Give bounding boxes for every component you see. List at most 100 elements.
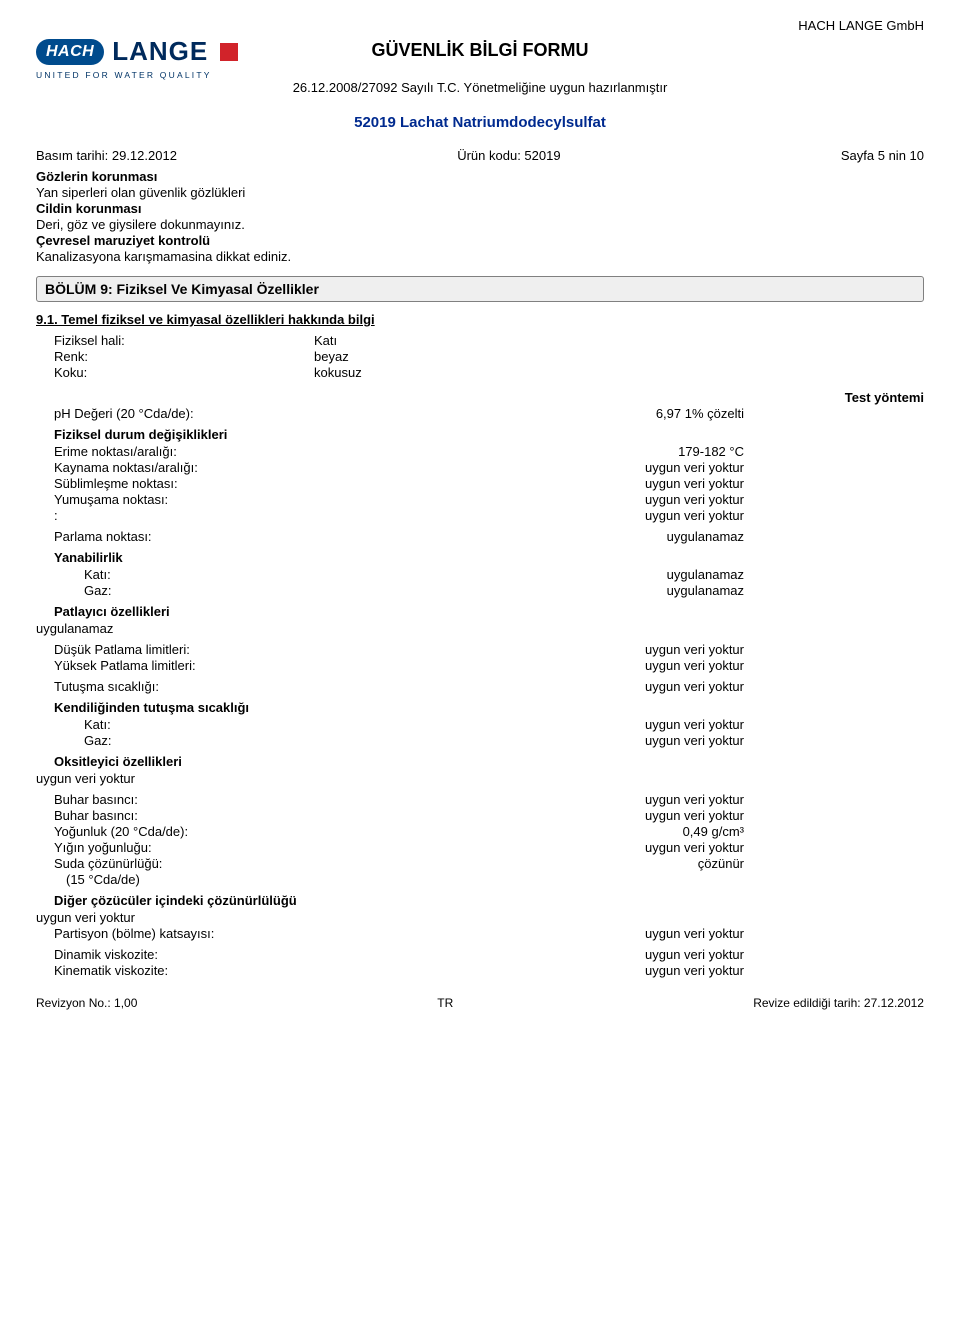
melting-point-row: Erime noktası/aralığı: 179-182 °C bbox=[54, 444, 924, 459]
physical-state-row: Fiziksel hali: Katı bbox=[54, 333, 924, 348]
boiling-value: uygun veri yoktur bbox=[424, 460, 764, 475]
soften-value: uygun veri yoktur bbox=[424, 492, 764, 507]
water-solubility-row: Suda çözünürlüğü: çözünür bbox=[54, 856, 924, 871]
lel-label: Düşük Patlama limitleri: bbox=[54, 642, 424, 657]
softening-row: Yumuşama noktası: uygun veri yoktur bbox=[54, 492, 924, 507]
colon-value: uygun veri yoktur bbox=[424, 508, 764, 523]
ignition-value: uygun veri yoktur bbox=[424, 679, 764, 694]
color-label: Renk: bbox=[54, 349, 314, 364]
bulk-value: uygun veri yoktur bbox=[424, 840, 764, 855]
watersol-value: çözünür bbox=[424, 856, 764, 871]
odor-label: Koku: bbox=[54, 365, 314, 380]
sublimation-row: Süblimleşme noktası: uygun veri yoktur bbox=[54, 476, 924, 491]
sublim-label: Süblimleşme noktası: bbox=[54, 476, 424, 491]
other-solvents-heading: Diğer çözücüler içindeki çözünürlülüğü bbox=[54, 893, 924, 908]
ph-label: pH Değeri (20 °Cda/de): bbox=[54, 406, 424, 421]
test-method-heading: Test yöntemi bbox=[764, 390, 924, 405]
brand-tagline: UNITED FOR WATER QUALITY bbox=[36, 70, 238, 80]
oxidizing-text: uygun veri yoktur bbox=[36, 771, 924, 786]
explosive-props-text: uygulanamaz bbox=[36, 621, 924, 636]
melting-label: Erime noktası/aralığı: bbox=[54, 444, 424, 459]
brand-logo: HACH LANGE UNITED FOR WATER QUALITY bbox=[36, 36, 238, 80]
eye-protection-heading: Gözlerin korunması bbox=[36, 169, 924, 184]
product-code: Ürün kodu: 52019 bbox=[457, 148, 560, 163]
spacer2 bbox=[424, 390, 764, 405]
autoignition-solid-row: Katı: uygun veri yoktur bbox=[54, 717, 924, 732]
vapor1-value: uygun veri yoktur bbox=[424, 792, 764, 807]
dynvisc-label: Dinamik viskozite: bbox=[54, 947, 424, 962]
sublim-value: uygun veri yoktur bbox=[424, 476, 764, 491]
uel-label: Yüksek Patlama limitleri: bbox=[54, 658, 424, 673]
ignition-label: Tutuşma sıcaklığı: bbox=[54, 679, 424, 694]
auto-solid-label: Katı: bbox=[84, 717, 424, 732]
upper-explosion-limit-row: Yüksek Patlama limitleri: uygun veri yok… bbox=[54, 658, 924, 673]
physical-state-changes-heading: Fiziksel durum değişiklikleri bbox=[54, 427, 924, 442]
hach-badge: HACH bbox=[36, 39, 104, 65]
revision-date: Revize edildiği tarih: 27.12.2012 bbox=[753, 996, 924, 1010]
ph-value: 6,97 1% çözelti bbox=[424, 406, 764, 421]
section-9-1-title: 9.1. Temel fiziksel ve kimyasal özellikl… bbox=[36, 312, 924, 327]
vapor2-label: Buhar basıncı: bbox=[54, 808, 424, 823]
partition-value: uygun veri yoktur bbox=[424, 926, 764, 941]
sds-page: HACH LANGE GmbH HACH LANGE UNITED FOR WA… bbox=[0, 0, 960, 1026]
regulation-line: 26.12.2008/27092 Sayılı T.C. Yönetmeliği… bbox=[293, 80, 668, 95]
red-square-icon bbox=[220, 43, 238, 61]
odor-row: Koku: kokusuz bbox=[54, 365, 924, 380]
lower-explosion-limit-row: Düşük Patlama limitleri: uygun veri yokt… bbox=[54, 642, 924, 657]
section-9-bar: BÖLÜM 9: Fiziksel Ve Kimyasal Özellikler bbox=[36, 276, 924, 302]
auto-gas-value: uygun veri yoktur bbox=[424, 733, 764, 748]
melting-value: 179-182 °C bbox=[424, 444, 764, 459]
soften-label: Yumuşama noktası: bbox=[54, 492, 424, 507]
flash-value: uygulanamaz bbox=[424, 529, 764, 544]
density-label: Yoğunluk (20 °Cda/de): bbox=[54, 824, 424, 839]
company-name: HACH LANGE GmbH bbox=[798, 18, 924, 33]
oxidizing-heading: Oksitleyici özellikleri bbox=[54, 754, 924, 769]
physical-state-label: Fiziksel hali: bbox=[54, 333, 314, 348]
autoignition-heading: Kendiliğinden tutuşma sıcaklığı bbox=[54, 700, 924, 715]
density-value: 0,49 g/cm³ bbox=[424, 824, 764, 839]
dynamic-viscosity-row: Dinamik viskozite: uygun veri yoktur bbox=[54, 947, 924, 962]
flam-solid-label: Katı: bbox=[84, 567, 424, 582]
autoignition-gas-row: Gaz: uygun veri yoktur bbox=[54, 733, 924, 748]
vapor-pressure-row-1: Buhar basıncı: uygun veri yoktur bbox=[54, 792, 924, 807]
flammability-solid-row: Katı: uygulanamaz bbox=[54, 567, 924, 582]
flammability-gas-row: Gaz: uygulanamaz bbox=[54, 583, 924, 598]
vapor2-value: uygun veri yoktur bbox=[424, 808, 764, 823]
color-row: Renk: beyaz bbox=[54, 349, 924, 364]
lel-value: uygun veri yoktur bbox=[424, 642, 764, 657]
header: HACH LANGE GmbH HACH LANGE UNITED FOR WA… bbox=[36, 18, 924, 148]
test-method-row: Test yöntemi bbox=[54, 390, 924, 405]
flam-gas-label: Gaz: bbox=[84, 583, 424, 598]
vapor-pressure-row-2: Buhar basıncı: uygun veri yoktur bbox=[54, 808, 924, 823]
eye-protection-text: Yan siperleri olan güvenlik gözlükleri bbox=[36, 185, 924, 200]
kinvisc-value: uygun veri yoktur bbox=[424, 963, 764, 978]
kinvisc-label: Kinematik viskozite: bbox=[54, 963, 424, 978]
skin-protection-text: Deri, göz ve giysilere dokunmayınız. bbox=[36, 217, 924, 232]
bulk-density-row: Yığın yoğunluğu: uygun veri yoktur bbox=[54, 840, 924, 855]
vapor1-label: Buhar basıncı: bbox=[54, 792, 424, 807]
skin-protection-heading: Cildin korunması bbox=[36, 201, 924, 216]
product-title: 52019 Lachat Natriumdodecylsulfat bbox=[354, 114, 606, 131]
env-control-text: Kanalizasyona karışmamasina dikkat edini… bbox=[36, 249, 924, 264]
watersol-label: Suda çözünürlüğü: bbox=[54, 856, 424, 871]
partition-label: Partisyon (bölme) katsayısı: bbox=[54, 926, 424, 941]
ph-row: pH Değeri (20 °Cda/de): 6,97 1% çözelti bbox=[54, 406, 924, 421]
color-value: beyaz bbox=[314, 349, 349, 364]
auto-gas-label: Gaz: bbox=[84, 733, 424, 748]
ignition-temp-row: Tutuşma sıcaklığı: uygun veri yoktur bbox=[54, 679, 924, 694]
water-solubility-condition: (15 °Cda/de) bbox=[66, 872, 924, 887]
kinematic-viscosity-row: Kinematik viskozite: uygun veri yoktur bbox=[54, 963, 924, 978]
meta-row: Basım tarihi: 29.12.2012 Ürün kodu: 5201… bbox=[36, 148, 924, 163]
other-solvents-text: uygun veri yoktur bbox=[36, 910, 924, 925]
auto-solid-value: uygun veri yoktur bbox=[424, 717, 764, 732]
spacer bbox=[54, 390, 424, 405]
flam-solid-value: uygulanamaz bbox=[424, 567, 764, 582]
print-date: Basım tarihi: 29.12.2012 bbox=[36, 148, 177, 163]
page-footer: Revizyon No.: 1,00 TR Revize edildiği ta… bbox=[36, 992, 924, 1010]
page-number: Sayfa 5 nin 10 bbox=[841, 148, 924, 163]
env-control-heading: Çevresel maruziyet kontrolü bbox=[36, 233, 924, 248]
partition-coeff-row: Partisyon (bölme) katsayısı: uygun veri … bbox=[54, 926, 924, 941]
lange-text: LANGE bbox=[112, 36, 208, 67]
flammability-heading: Yanabilirlik bbox=[54, 550, 924, 565]
flam-gas-value: uygulanamaz bbox=[424, 583, 764, 598]
